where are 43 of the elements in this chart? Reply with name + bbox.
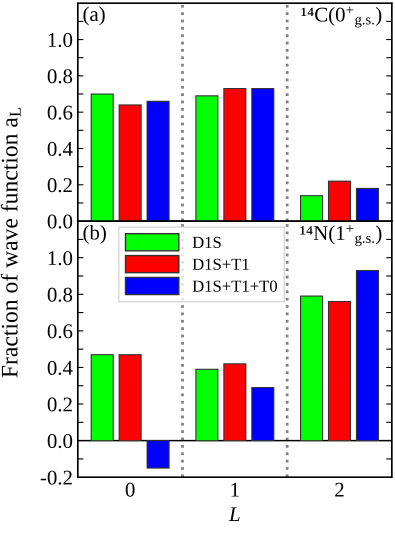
bar [328, 301, 352, 442]
y-tick-label: 1.0 [48, 32, 72, 48]
y-tick-label: 0.8 [48, 288, 72, 302]
legend-label: D1S [192, 236, 221, 248]
annotation: ¹⁴N(1$^{+}$$_{g.s.}$) [300, 224, 382, 246]
bar [90, 354, 114, 442]
y-tick-label: 0.8 [48, 69, 72, 84]
y-tick-label: 0.0 [48, 434, 72, 448]
bar [118, 104, 142, 222]
x-tick-label: 1 [231, 482, 239, 497]
bar [223, 88, 246, 222]
bar [251, 88, 274, 222]
y-tick-label: 0.2 [48, 397, 72, 412]
x-tick-label: 2 [335, 482, 344, 497]
bar [356, 270, 379, 442]
y-tick-label: 1.0 [48, 251, 72, 266]
bar [223, 363, 246, 442]
annotation: ¹⁴C(0$^{+}$$_{g.s.}$) [301, 6, 382, 28]
bar [195, 368, 218, 442]
bar [251, 387, 274, 442]
y-tick-label: 0.6 [48, 324, 72, 338]
bar [146, 100, 170, 222]
bar [328, 180, 352, 222]
y-axis-title: Fraction of wave function a$_{L}$ [0, 108, 21, 378]
y-tick-label: 0.0 [48, 214, 72, 229]
x-axis-title: L [228, 507, 240, 521]
y-tick-label: 0.6 [48, 106, 72, 120]
y-tick-label: 0.2 [48, 178, 72, 192]
bar [195, 95, 218, 222]
bar [300, 296, 324, 442]
legend-label: D1S+T1+T0 [192, 280, 277, 292]
bar [356, 188, 379, 222]
bar [90, 93, 114, 222]
legend-label: D1S+T1 [192, 258, 249, 270]
bar [118, 354, 142, 442]
y-tick-label: 0.4 [48, 142, 73, 156]
x-tick-label: 0 [126, 482, 135, 497]
y-tick-label: -0.2 [40, 470, 72, 485]
bar [300, 195, 324, 222]
annotation: (b) [83, 224, 106, 244]
y-tick-label: 0.4 [48, 360, 73, 375]
bar [146, 440, 170, 469]
annotation: (a) [83, 6, 105, 26]
